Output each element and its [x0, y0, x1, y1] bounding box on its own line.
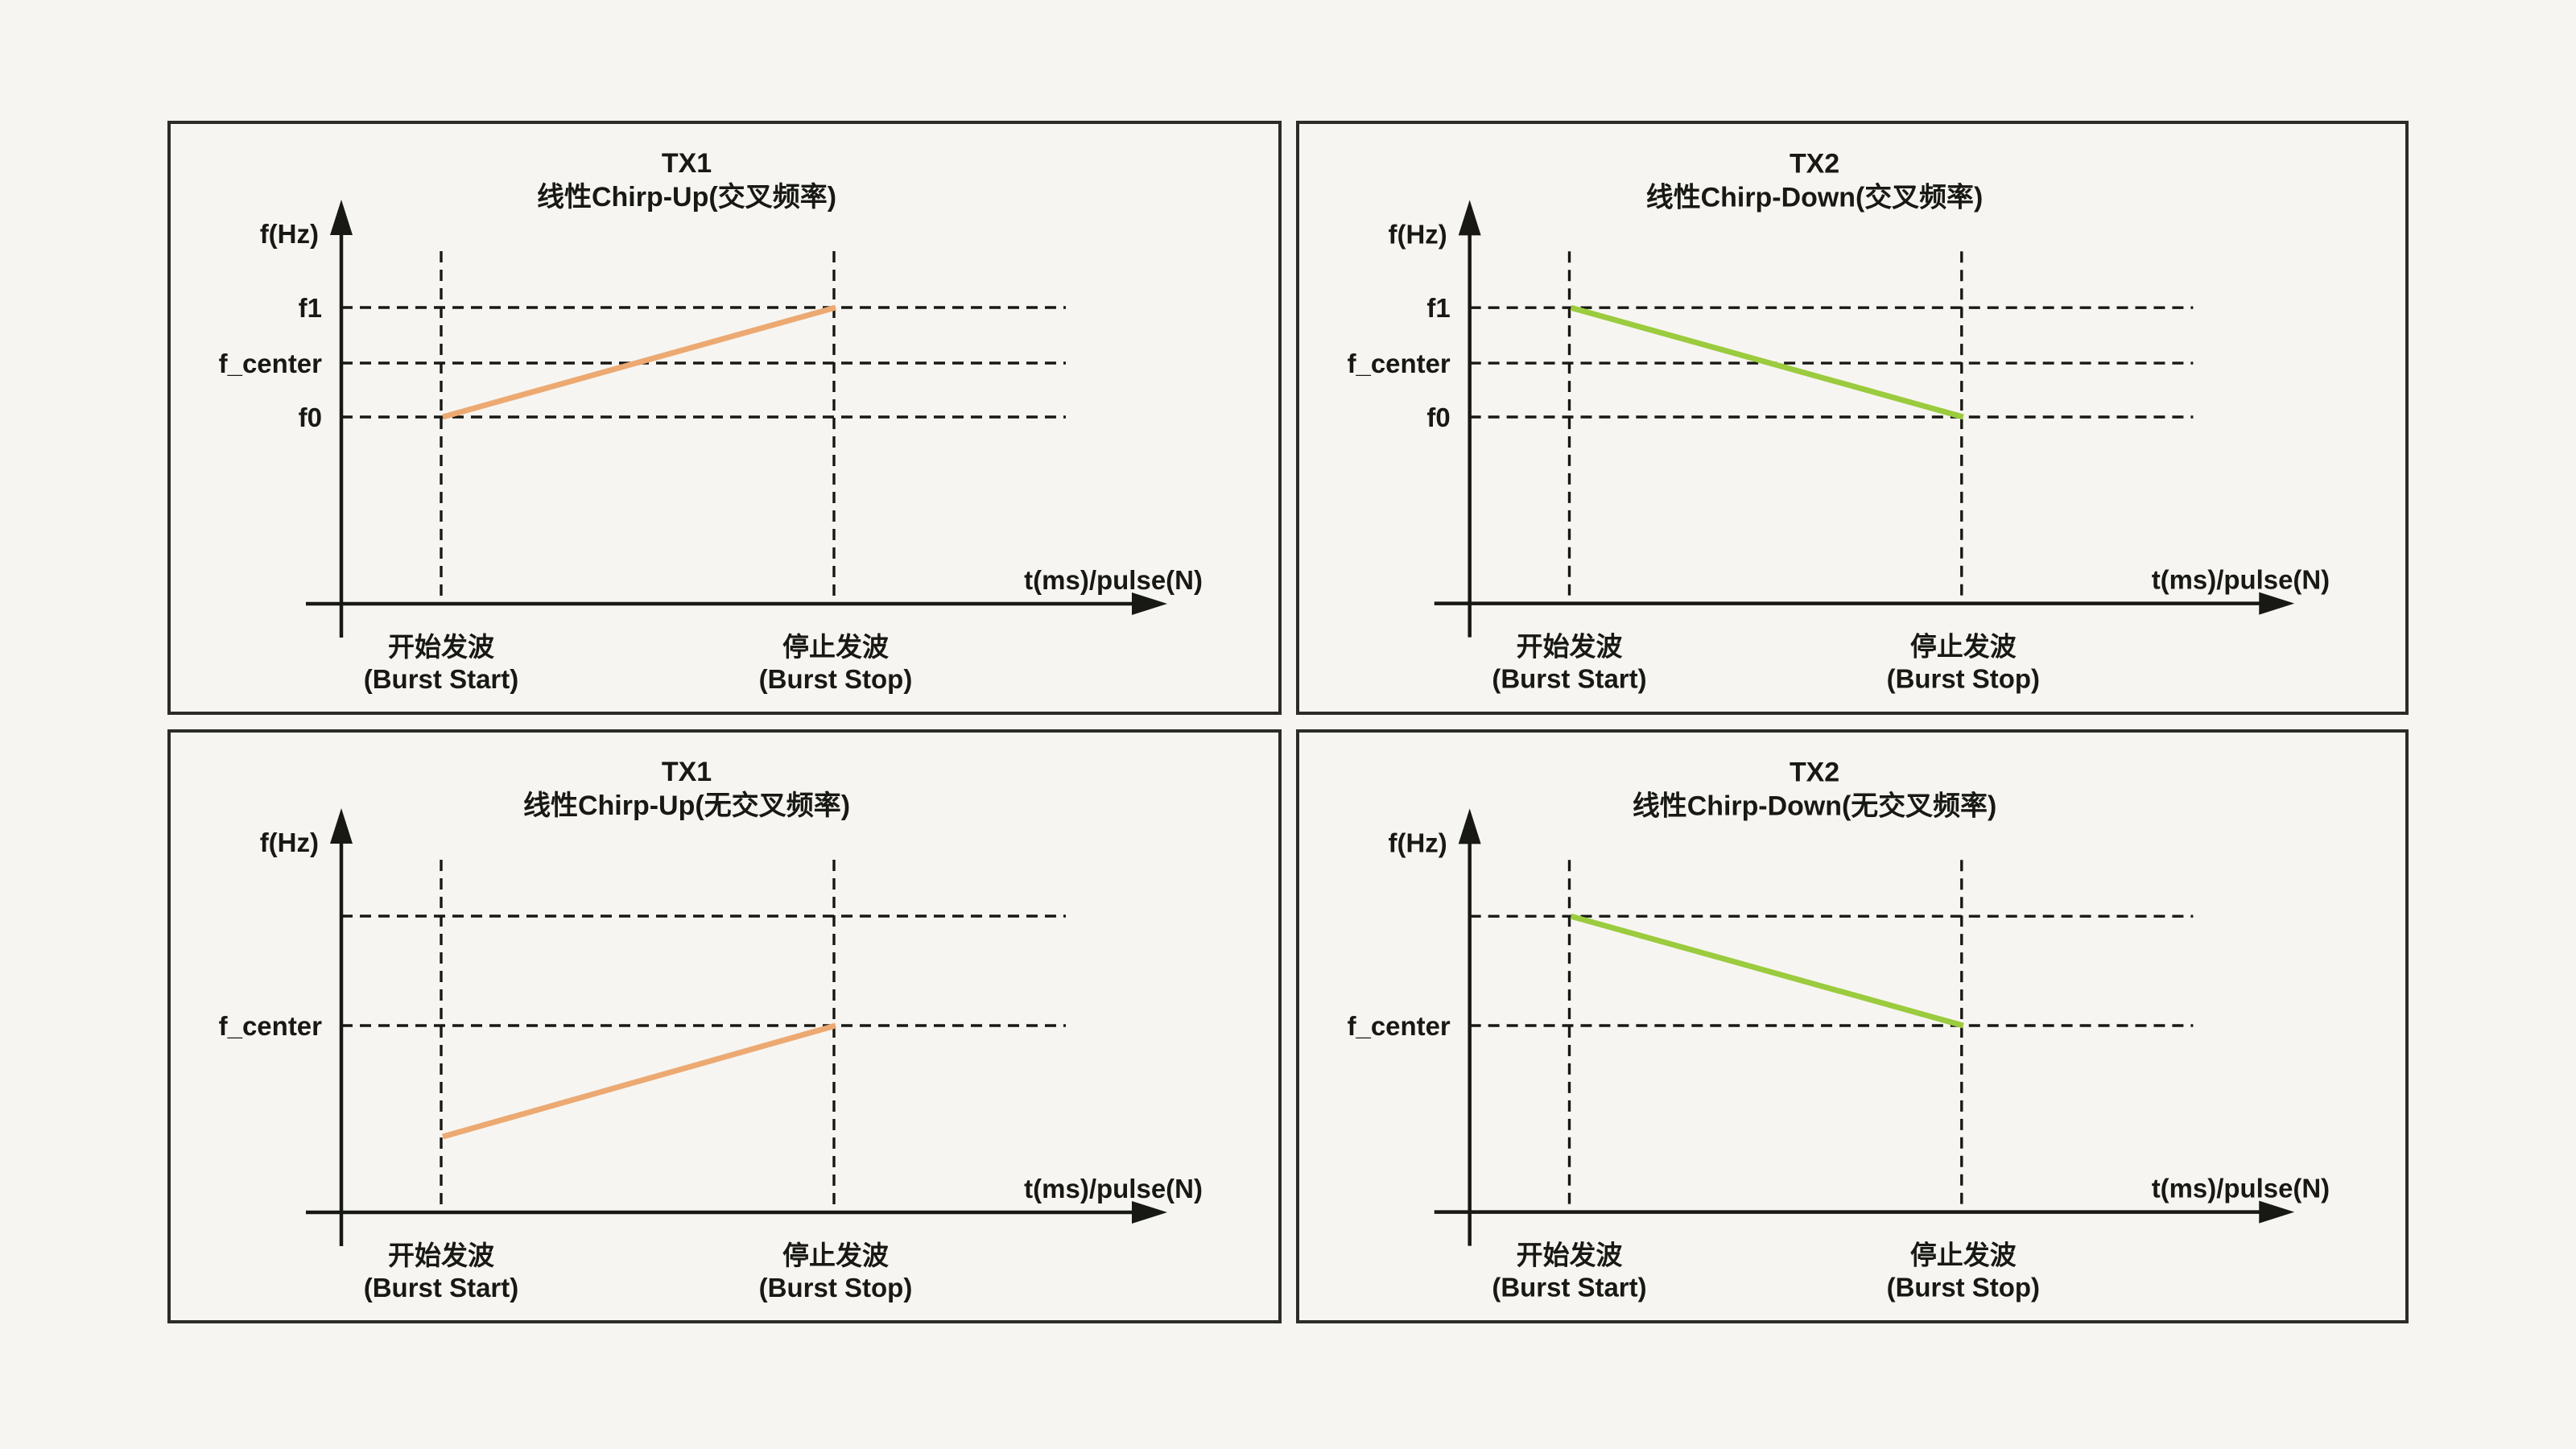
- x-axis-label: t(ms)/pulse(N): [2152, 1174, 2330, 1203]
- x-axis-arrowhead: [2259, 1200, 2295, 1224]
- panel-title-line1: TX2: [1790, 757, 1839, 787]
- tick-label-f-center: f_center: [219, 1011, 323, 1041]
- y-axis-arrowhead: [1458, 200, 1481, 236]
- x-axis-arrowhead: [2259, 592, 2295, 615]
- tick-label-f-center: f_center: [1348, 349, 1451, 378]
- chart-tx2-chirp-down-no-crossing: TX2 线性Chirp-Down(无交叉频率) f(Hz) f_center t…: [1348, 757, 2330, 1302]
- burst-stop-label-cn: 停止发波: [1910, 632, 2017, 662]
- burst-start-label-en: (Burst Start): [364, 1273, 519, 1302]
- burst-start-label-cn: 开始发波: [1517, 1241, 1623, 1270]
- chart-tx1-chirp-up-no-crossing: TX1 线性Chirp-Up(无交叉频率) f(Hz) f_center t(m…: [219, 757, 1203, 1302]
- burst-stop-label-cn: 停止发波: [782, 1241, 889, 1270]
- burst-stop-label-cn: 停止发波: [1910, 1241, 2017, 1270]
- panel-title-line1: TX1: [662, 148, 712, 179]
- chirp-line: [442, 304, 836, 420]
- panel-title-line2: 线性Chirp-Up(交叉频率): [537, 181, 836, 213]
- panel-title-line2: 线性Chirp-Down(交叉频率): [1646, 181, 1984, 213]
- burst-stop-label-en: (Burst Stop): [759, 1273, 913, 1302]
- y-axis-label: f(Hz): [1389, 828, 1447, 857]
- chart-tx2-chirp-down-crossing: TX2 线性Chirp-Down(交叉频率) f(Hz) f1 f_center…: [1348, 148, 2330, 694]
- y-axis-label: f(Hz): [260, 828, 319, 857]
- tick-label-f-center: f_center: [1348, 1011, 1451, 1041]
- y-axis-arrowhead: [330, 808, 353, 844]
- burst-start-label-en: (Burst Start): [1492, 664, 1646, 694]
- tick-label-f1: f1: [1426, 293, 1450, 323]
- x-axis-arrowhead: [1132, 592, 1167, 615]
- tick-label-f-center: f_center: [219, 349, 323, 378]
- burst-start-label-en: (Burst Start): [364, 664, 519, 694]
- chart-tx1-chirp-up-crossing: TX1 线性Chirp-Up(交叉频率) f(Hz) f1 f_center f…: [219, 148, 1203, 694]
- chirp-line: [442, 1022, 836, 1140]
- panel-title-line1: TX1: [662, 757, 712, 787]
- y-axis-arrowhead: [330, 200, 353, 235]
- x-axis-label: t(ms)/pulse(N): [1024, 1174, 1203, 1203]
- panel-tx1-chirp-up-crossing: TX1 线性Chirp-Up(交叉频率) f(Hz) f1 f_center f…: [167, 121, 1282, 715]
- burst-stop-label-cn: 停止发波: [782, 632, 889, 662]
- chirp-line: [1570, 304, 1964, 420]
- burst-stop-label-en: (Burst Stop): [1887, 664, 2040, 694]
- panel-tx2-chirp-down-no-crossing: TX2 线性Chirp-Down(无交叉频率) f(Hz) f_center t…: [1296, 729, 2409, 1323]
- burst-start-label-cn: 开始发波: [388, 1241, 494, 1270]
- tick-label-f0: f0: [1426, 402, 1450, 432]
- y-axis-arrowhead: [1458, 808, 1481, 844]
- tick-label-f1: f1: [299, 293, 322, 323]
- x-axis-label: t(ms)/pulse(N): [2152, 565, 2330, 595]
- chirp-line: [1570, 913, 1964, 1029]
- tick-label-f0: f0: [299, 402, 322, 432]
- panel-tx1-chirp-up-no-crossing: TX1 线性Chirp-Up(无交叉频率) f(Hz) f_center t(m…: [167, 729, 1282, 1323]
- burst-start-label-cn: 开始发波: [388, 632, 494, 662]
- panel-tx2-chirp-down-crossing: TX2 线性Chirp-Down(交叉频率) f(Hz) f1 f_center…: [1296, 121, 2409, 715]
- burst-start-label-en: (Burst Start): [1492, 1273, 1646, 1302]
- y-axis-label: f(Hz): [260, 219, 319, 249]
- panel-title-line2: 线性Chirp-Up(无交叉频率): [523, 790, 850, 821]
- panel-title-line2: 线性Chirp-Down(无交叉频率): [1633, 790, 1996, 821]
- x-axis-label: t(ms)/pulse(N): [1024, 565, 1203, 595]
- burst-start-label-cn: 开始发波: [1517, 632, 1623, 662]
- y-axis-label: f(Hz): [1389, 219, 1447, 249]
- x-axis-arrowhead: [1132, 1201, 1167, 1224]
- burst-stop-label-en: (Burst Stop): [1887, 1273, 2040, 1302]
- burst-stop-label-en: (Burst Stop): [759, 664, 913, 694]
- panel-title-line1: TX2: [1790, 148, 1839, 179]
